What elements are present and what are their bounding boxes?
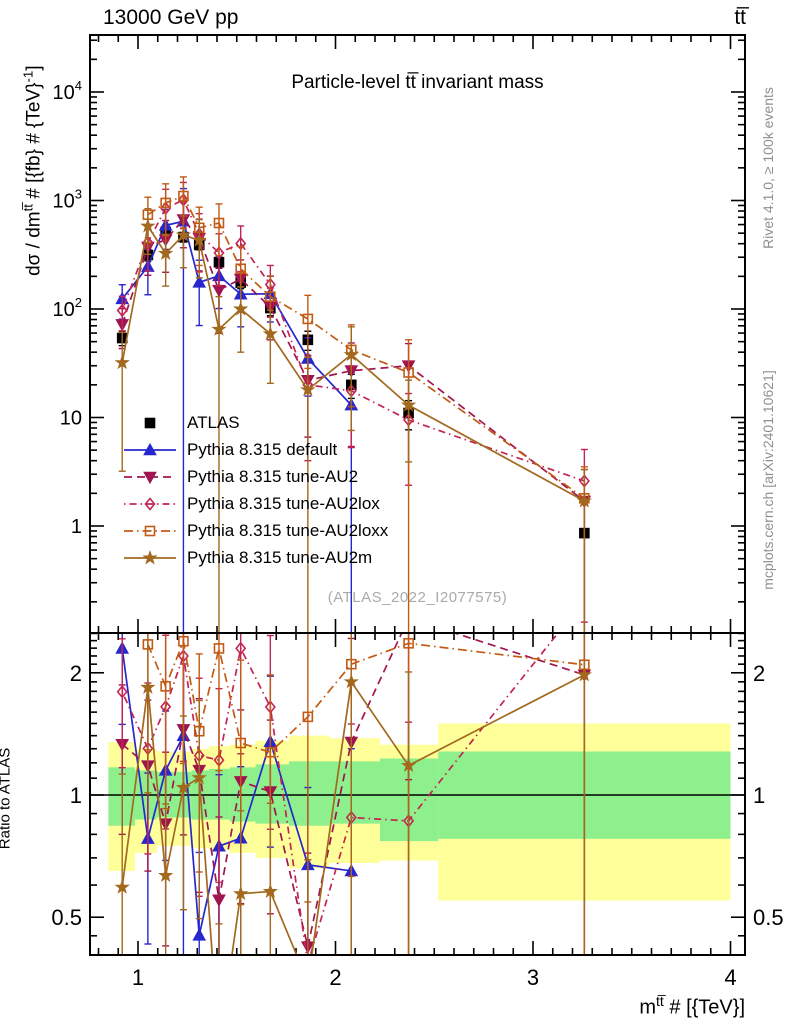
svg-text:3: 3 (527, 965, 539, 990)
legend-label: Pythia 8.315 tune-AU2loxx (187, 520, 389, 540)
legend-item-atlas: ATLAS (122, 409, 388, 436)
svg-text:1: 1 (71, 516, 82, 538)
x-axis-label: mtt̅ # [{TeV}] (639, 993, 745, 1019)
svg-text:0.5: 0.5 (753, 905, 784, 930)
diamond-marker-icon (124, 496, 176, 511)
legend-item-pythia-au2loxx: Pythia 8.315 tune-AU2loxx (122, 517, 388, 544)
axis-ticks (90, 35, 745, 955)
legend-item-pythia-au2m: Pythia 8.315 tune-AU2m (122, 544, 388, 571)
legend-item-pythia-au2lox: Pythia 8.315 tune-AU2lox (122, 490, 388, 517)
series-main-pythia-au2m (114, 207, 592, 632)
svg-text:1: 1 (132, 965, 144, 990)
legend-label: Pythia 8.315 tune-AU2m (187, 547, 373, 567)
svg-text:103: 103 (53, 187, 82, 213)
legend-item-pythia-au2: Pythia 8.315 tune-AU2 (122, 463, 388, 490)
mcplots-arxiv-note: mcplots.cern.ch [arXiv:2401.10621] (760, 370, 776, 590)
y-axis-label: dσ / dmtt̅ # [{fb} # {TeV}-1] (20, 65, 45, 276)
legend-label: Pythia 8.315 tune-AU2lox (187, 493, 380, 513)
analysis-watermark: (ATLAS_2022_I2077575) (327, 589, 508, 606)
svg-text:104: 104 (53, 78, 82, 104)
svg-text:1: 1 (70, 783, 82, 808)
plot-title: Particle-level tt̅ invariant mass (291, 72, 544, 93)
beam-energy-label: 13000 GeV pp (103, 6, 239, 29)
plot-legend: ATLAS Pythia 8.315 default Pythia 8.315 tu… (122, 409, 388, 571)
process-label: tt̅ (734, 6, 746, 29)
triangle-down-marker-icon (124, 471, 176, 484)
triangle-up-marker-icon (124, 442, 176, 455)
svg-text:2: 2 (329, 965, 341, 990)
svg-text:2: 2 (70, 661, 82, 686)
svg-text:1: 1 (753, 783, 765, 808)
square-marker-icon (124, 525, 176, 536)
svg-text:2: 2 (753, 661, 765, 686)
svg-text:10: 10 (60, 408, 82, 430)
square-marker-icon (144, 417, 156, 428)
series-ratio-pythia-au2m (114, 634, 592, 954)
ratio-axis-label: Ratio to ATLAS (0, 747, 14, 850)
star-marker-icon (124, 549, 176, 564)
legend-label: Pythia 8.315 tune-AU2 (187, 466, 359, 486)
legend-label: Pythia 8.315 default (187, 439, 338, 459)
svg-text:0.5: 0.5 (51, 905, 82, 930)
svg-text:4: 4 (724, 965, 736, 990)
rivet-version-note: Rivet 4.1.0, ≥ 100k events (760, 87, 776, 249)
svg-text:102: 102 (53, 295, 82, 321)
legend-item-pythia-default: Pythia 8.315 default (122, 436, 388, 463)
legend-label: ATLAS (187, 412, 240, 432)
ratio-panel-frame (89, 632, 746, 956)
